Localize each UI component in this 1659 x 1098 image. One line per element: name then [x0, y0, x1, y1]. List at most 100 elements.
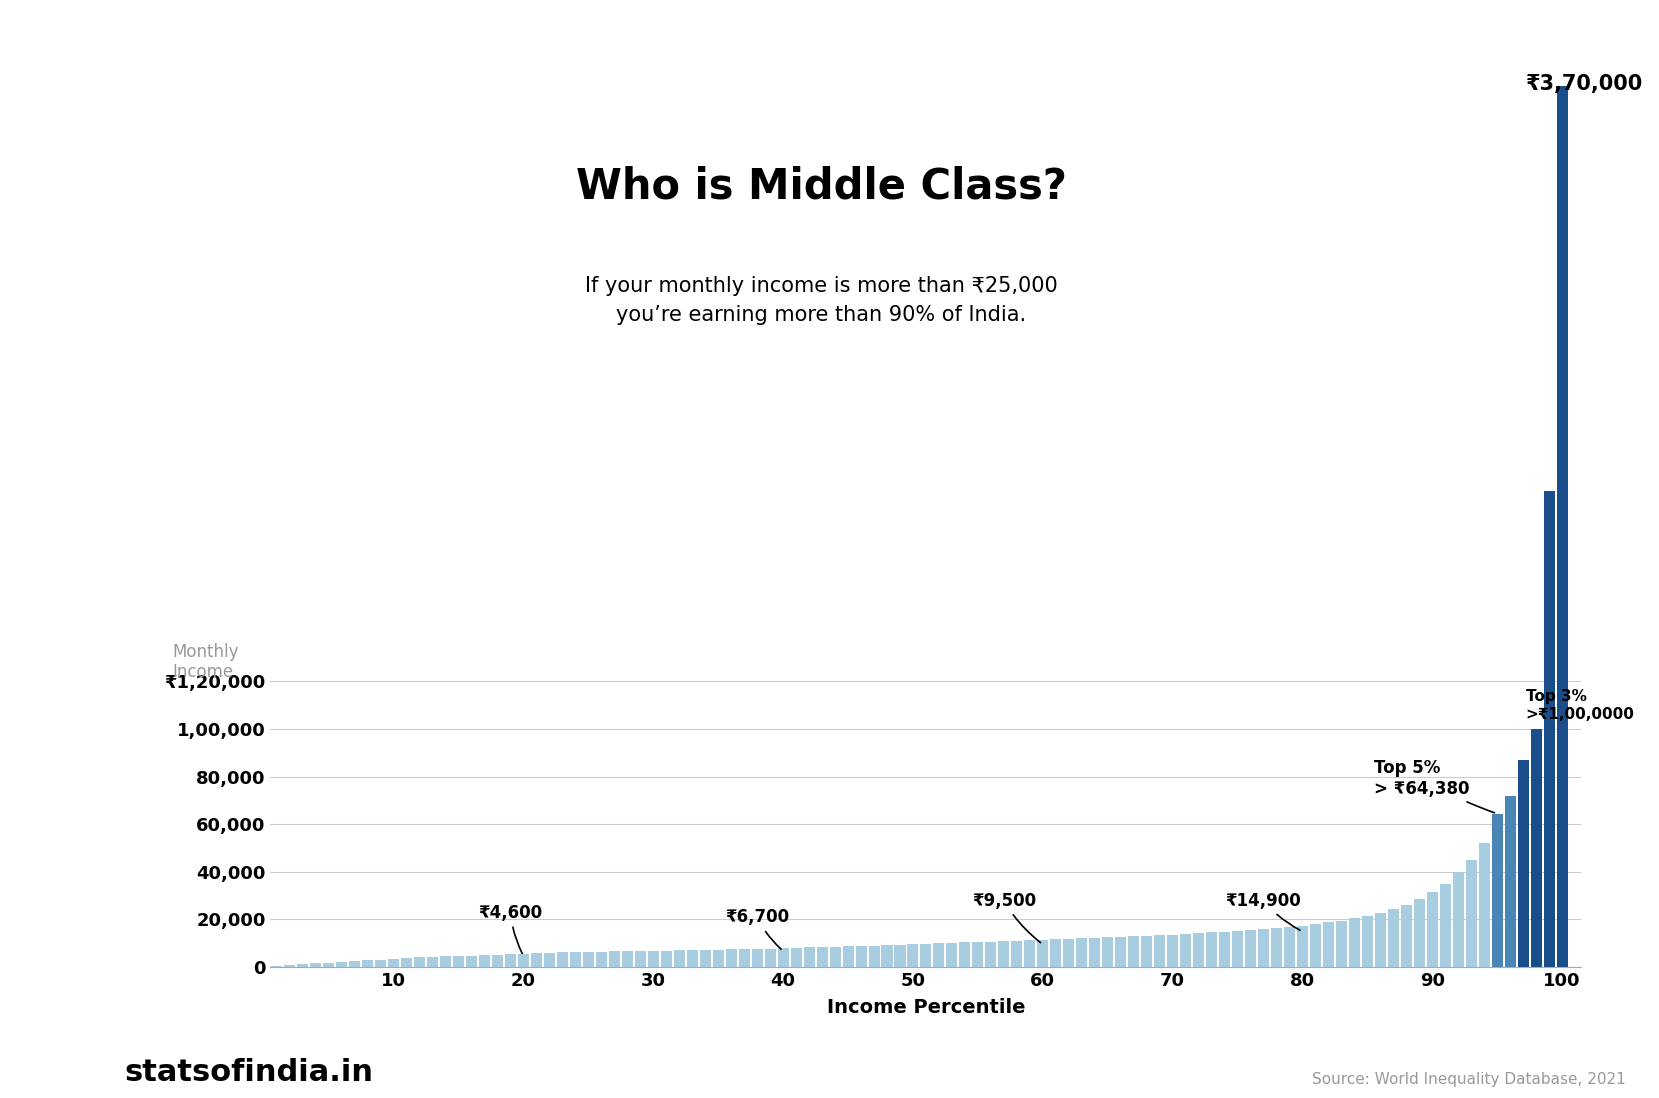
- Bar: [1349, 918, 1360, 967]
- Bar: [869, 945, 879, 967]
- Bar: [388, 959, 400, 967]
- Text: ₹6,700: ₹6,700: [725, 908, 790, 949]
- Bar: [350, 961, 360, 967]
- Bar: [674, 950, 685, 967]
- Bar: [466, 955, 478, 967]
- Bar: [1244, 930, 1256, 967]
- Bar: [1491, 814, 1503, 967]
- Text: Who is Middle Class?: Who is Middle Class?: [576, 166, 1067, 208]
- Bar: [337, 962, 347, 967]
- Bar: [1024, 940, 1035, 967]
- Bar: [1258, 929, 1269, 967]
- Bar: [946, 943, 957, 967]
- Bar: [426, 956, 438, 967]
- Bar: [1090, 938, 1100, 967]
- Bar: [1362, 916, 1372, 967]
- Bar: [1102, 938, 1113, 967]
- Text: Top 5%
> ₹64,380: Top 5% > ₹64,380: [1374, 759, 1495, 813]
- Bar: [687, 950, 698, 967]
- Bar: [284, 965, 295, 967]
- Bar: [635, 951, 645, 967]
- Bar: [843, 946, 854, 967]
- Bar: [609, 952, 620, 967]
- Text: ₹14,900: ₹14,900: [1226, 892, 1301, 930]
- Bar: [1556, 87, 1568, 967]
- Bar: [401, 957, 411, 967]
- Text: If your monthly income is more than ₹25,000
you’re earning more than 90% of Indi: If your monthly income is more than ₹25,…: [584, 276, 1057, 325]
- Bar: [1543, 491, 1554, 967]
- Bar: [765, 949, 776, 967]
- Bar: [504, 954, 516, 967]
- X-axis label: Income Percentile: Income Percentile: [826, 998, 1025, 1017]
- Bar: [999, 941, 1009, 967]
- Bar: [660, 951, 672, 967]
- Bar: [1297, 926, 1307, 967]
- Text: Monthly
Income: Monthly Income: [173, 642, 239, 682]
- Bar: [518, 953, 529, 967]
- Bar: [1063, 939, 1075, 967]
- Bar: [894, 944, 906, 967]
- Bar: [479, 955, 489, 967]
- Bar: [1465, 860, 1477, 967]
- Text: ₹3,70,000: ₹3,70,000: [1526, 75, 1642, 94]
- Bar: [959, 942, 971, 967]
- Text: ₹9,500: ₹9,500: [972, 892, 1040, 942]
- Text: statsofindia.in: statsofindia.in: [124, 1058, 373, 1087]
- Text: Source: World Inequality Database, 2021: Source: World Inequality Database, 2021: [1312, 1072, 1626, 1087]
- Bar: [362, 961, 373, 967]
- Bar: [1413, 899, 1425, 967]
- Bar: [415, 957, 425, 967]
- Text: Top 3%
>₹1,00,0000: Top 3% >₹1,00,0000: [1526, 690, 1634, 721]
- Bar: [713, 950, 723, 967]
- Bar: [1335, 920, 1347, 967]
- Bar: [1141, 935, 1151, 967]
- Bar: [297, 964, 309, 967]
- Bar: [1077, 939, 1087, 967]
- Bar: [1180, 933, 1191, 967]
- Bar: [324, 963, 335, 967]
- Bar: [375, 960, 387, 967]
- Bar: [1375, 912, 1385, 967]
- Bar: [531, 953, 542, 967]
- Bar: [725, 950, 737, 967]
- Bar: [881, 945, 893, 967]
- Bar: [856, 946, 866, 967]
- Bar: [622, 951, 634, 967]
- Bar: [1387, 909, 1399, 967]
- Bar: [1233, 931, 1243, 967]
- Bar: [453, 956, 465, 967]
- Bar: [1128, 937, 1140, 967]
- Bar: [1284, 927, 1296, 967]
- Bar: [1037, 940, 1048, 967]
- Bar: [1206, 932, 1218, 967]
- Bar: [1453, 872, 1463, 967]
- Bar: [1440, 884, 1450, 967]
- Bar: [816, 946, 828, 967]
- Bar: [1505, 796, 1516, 967]
- Bar: [1478, 843, 1490, 967]
- Bar: [778, 949, 788, 967]
- Bar: [1271, 928, 1282, 967]
- Bar: [596, 952, 607, 967]
- Bar: [791, 948, 801, 967]
- Text: ₹4,600: ₹4,600: [478, 904, 542, 953]
- Bar: [557, 952, 567, 967]
- Bar: [582, 952, 594, 967]
- Bar: [1115, 937, 1126, 967]
- Bar: [1012, 941, 1022, 967]
- Bar: [803, 948, 815, 967]
- Bar: [1311, 925, 1321, 967]
- Bar: [1518, 760, 1528, 967]
- Bar: [544, 953, 556, 967]
- Bar: [752, 949, 763, 967]
- Bar: [1166, 934, 1178, 967]
- Bar: [972, 942, 984, 967]
- Bar: [440, 956, 451, 967]
- Bar: [493, 954, 503, 967]
- Bar: [738, 949, 750, 967]
- Bar: [649, 951, 659, 967]
- Bar: [934, 943, 944, 967]
- Bar: [985, 942, 997, 967]
- Bar: [921, 944, 931, 967]
- Bar: [1531, 729, 1541, 967]
